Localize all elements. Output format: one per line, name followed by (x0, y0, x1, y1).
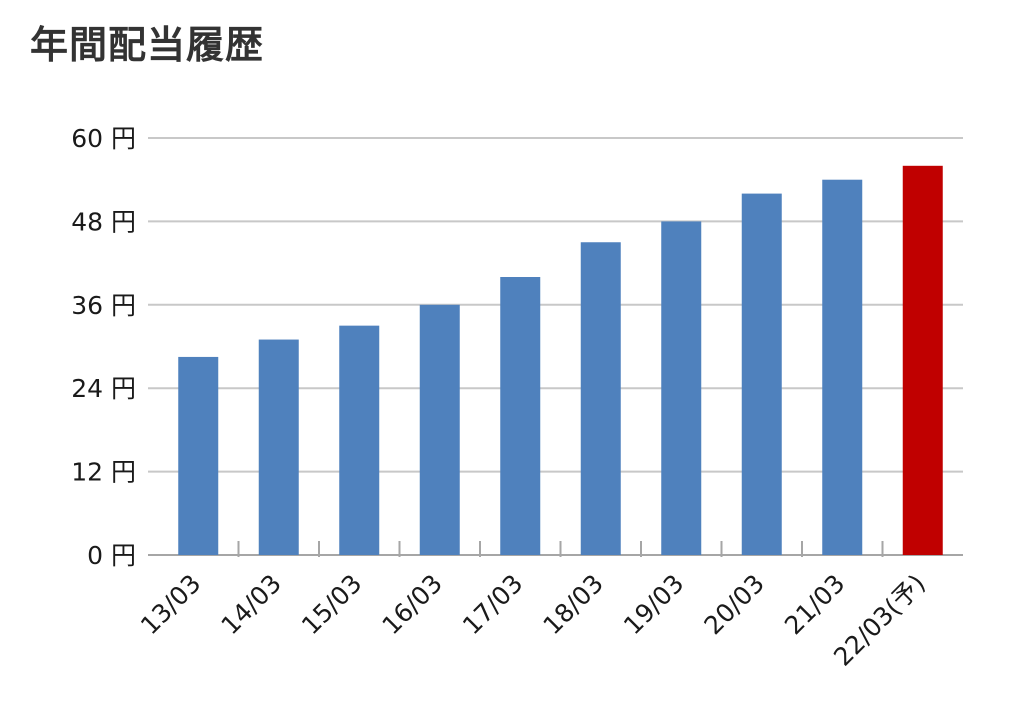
x-tick-label: 15/03 (296, 569, 367, 640)
x-tick-label: 17/03 (457, 569, 528, 640)
x-tick-label: 16/03 (377, 569, 448, 640)
bar (419, 304, 460, 555)
x-tick-label: 19/03 (618, 569, 689, 640)
bar-forecast (902, 165, 943, 556)
x-tick-label: 14/03 (216, 569, 287, 640)
bar (580, 242, 621, 555)
x-tick-labels: 13/03 14/03 15/03 16/03 17/03 18/03 19/03 20/03… (135, 569, 931, 672)
x-tick-label: 21/03 (779, 569, 850, 640)
x-tick-label: 18/03 (538, 569, 609, 640)
y-tick-label: 60 円 (71, 124, 136, 153)
y-tick-label: 48 円 (71, 207, 136, 236)
y-tick-label: 24 円 (71, 374, 136, 403)
bar (178, 356, 219, 555)
y-tick-label: 12 円 (71, 458, 136, 487)
y-tick-labels: 0 円 12 円 24 円 36 円 48 円 60 円 (71, 124, 136, 570)
bar (661, 221, 702, 555)
bars (178, 165, 943, 556)
y-tick-label: 0 円 (87, 541, 136, 570)
bar (500, 277, 541, 555)
bar (822, 179, 863, 555)
bar (258, 339, 299, 555)
x-tick-label: 13/03 (135, 569, 206, 640)
bar (741, 193, 782, 555)
x-tick-label: 20/03 (699, 569, 770, 640)
y-tick-label: 36 円 (71, 291, 136, 320)
bar (339, 325, 380, 555)
chart-title: 年間配当履歴 (30, 23, 265, 67)
